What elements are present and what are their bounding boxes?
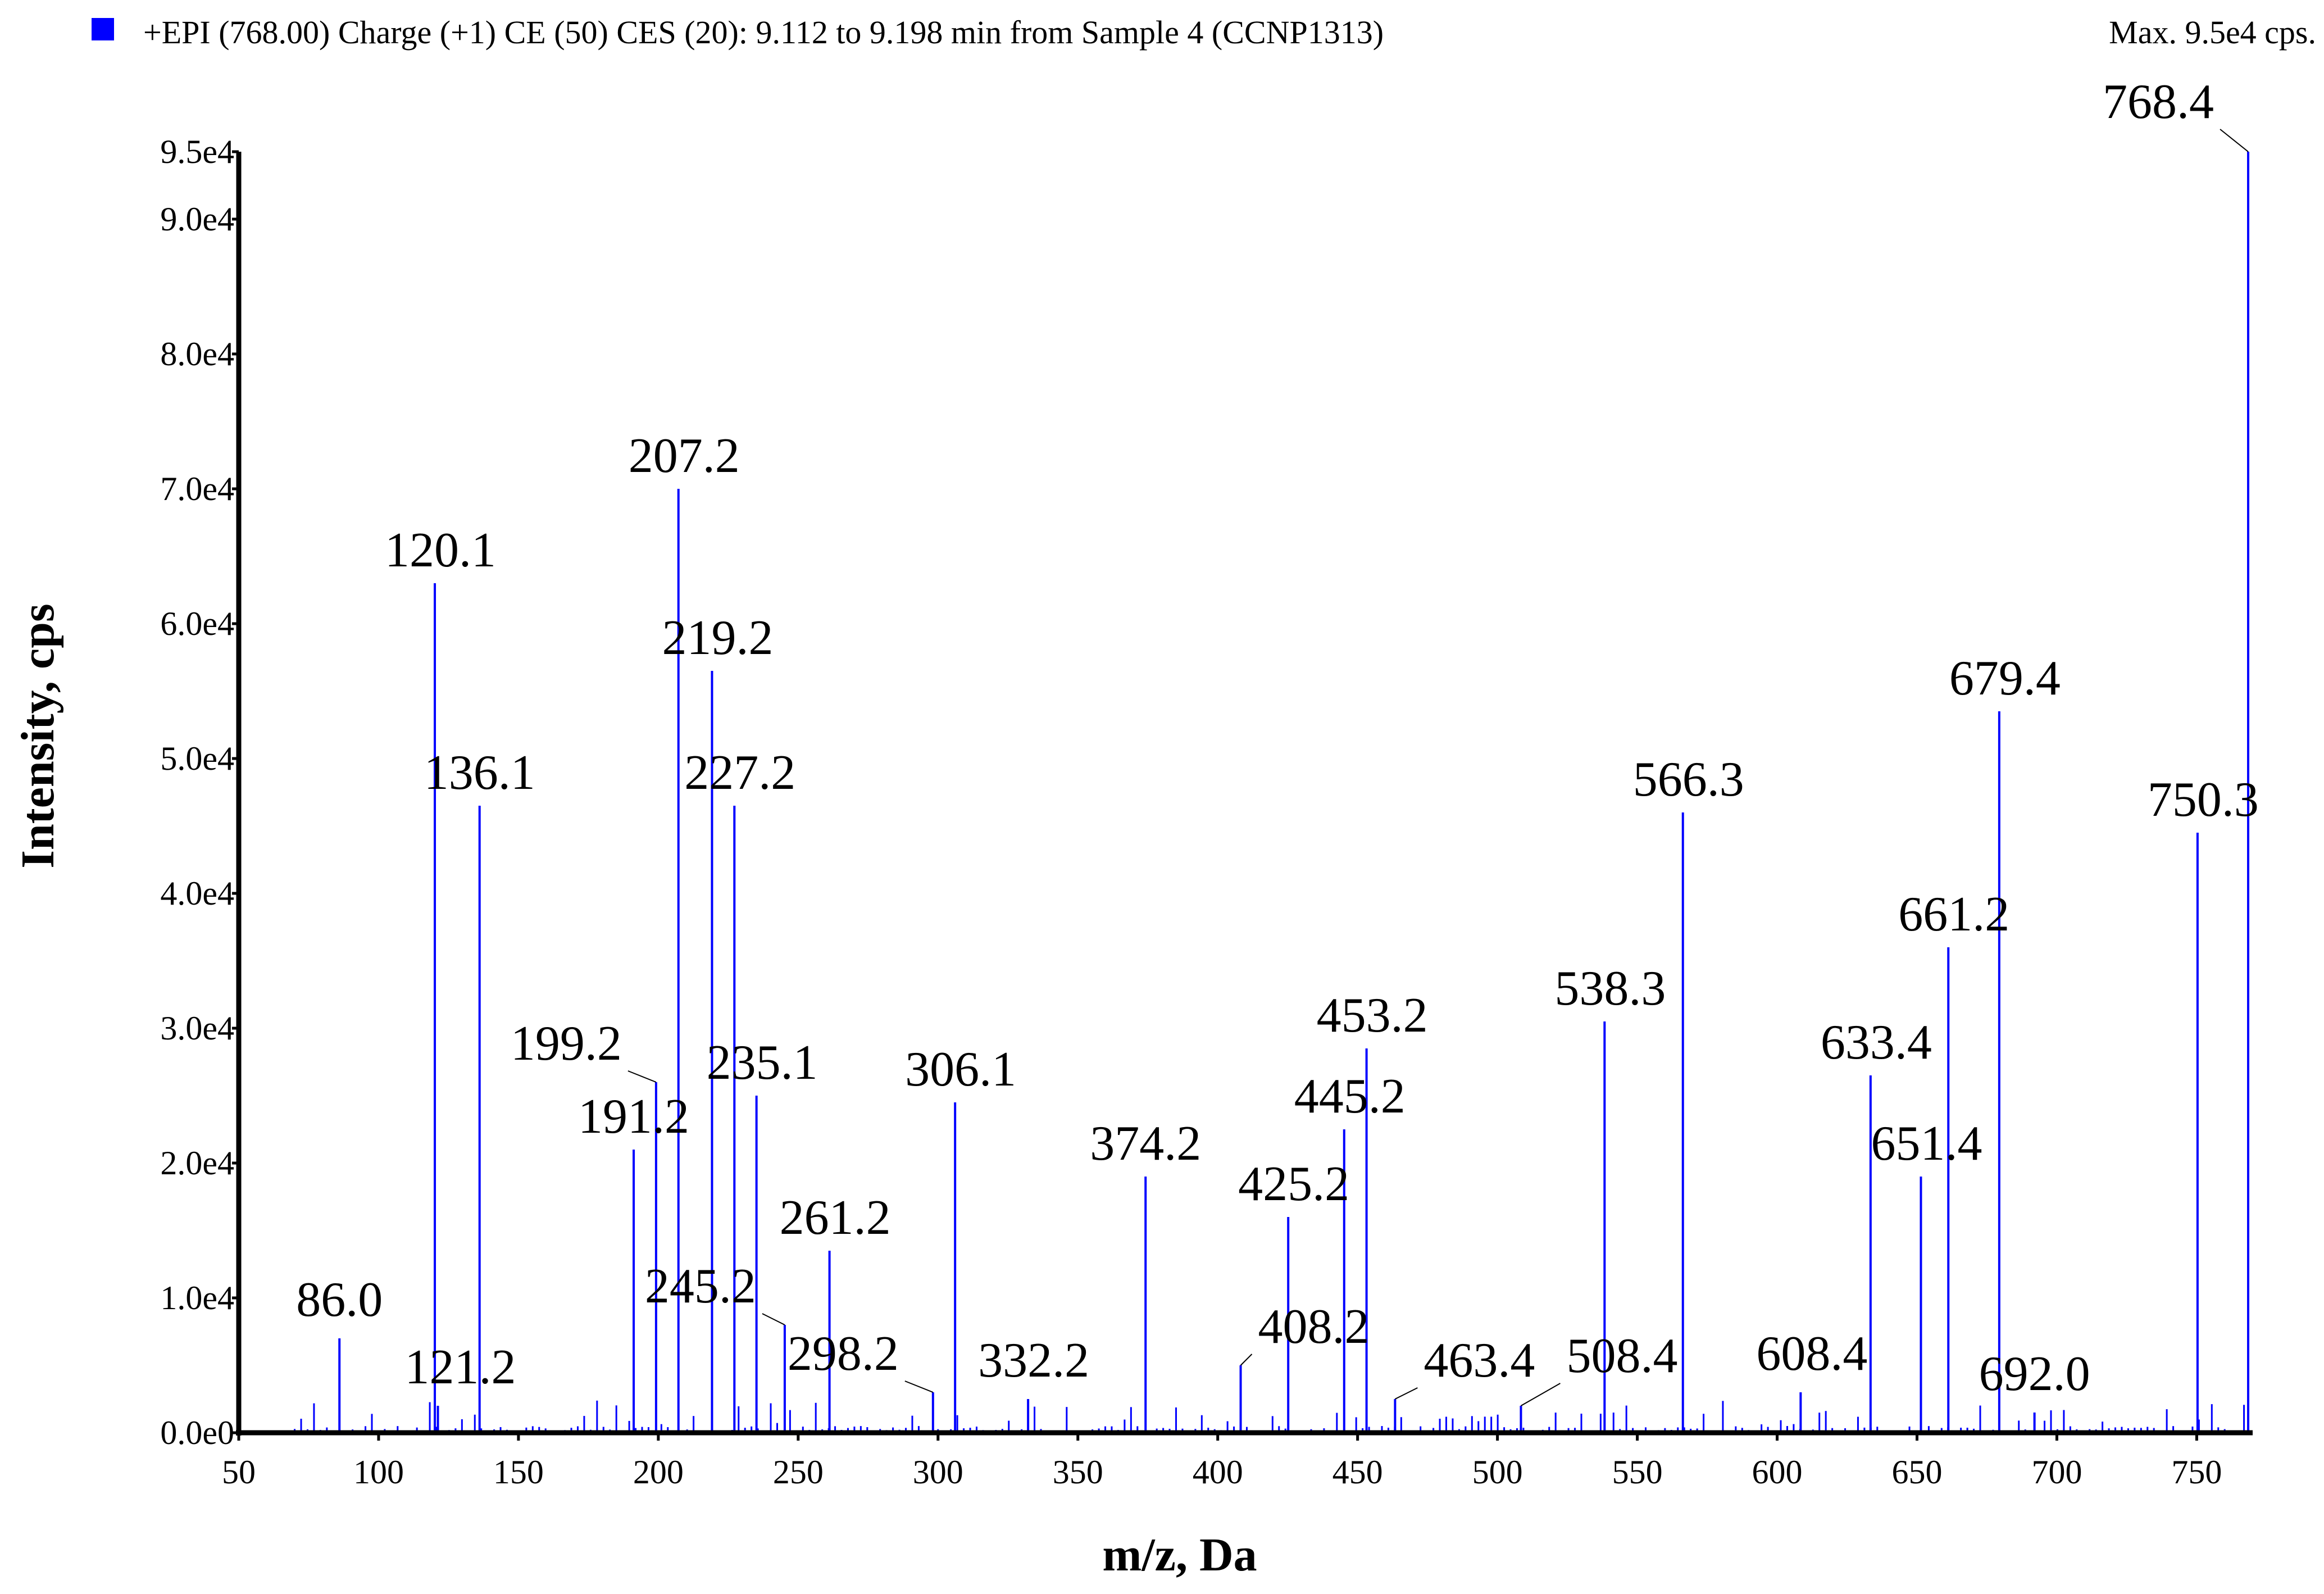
y-tick-label: 5.0e4 bbox=[160, 740, 234, 777]
y-tick-label: 8.0e4 bbox=[160, 335, 234, 373]
y-tick-label: 2.0e4 bbox=[160, 1145, 234, 1182]
leader-line bbox=[1240, 1354, 1253, 1366]
x-tick-label: 300 bbox=[913, 1454, 963, 1491]
peak-label: 306.1 bbox=[905, 1042, 1016, 1097]
peak-series bbox=[338, 152, 2250, 1433]
y-tick-label: 4.0e4 bbox=[160, 875, 234, 912]
peak-label: 219.2 bbox=[662, 611, 773, 665]
peak-label: 692.0 bbox=[1979, 1347, 2090, 1401]
peak-label: 768.4 bbox=[2103, 75, 2214, 129]
x-tick-label: 550 bbox=[1612, 1454, 1663, 1491]
y-tick-label: 1.0e4 bbox=[160, 1279, 234, 1316]
x-tick-label: 150 bbox=[493, 1454, 544, 1491]
peak-label: 245.2 bbox=[645, 1259, 756, 1314]
x-tick-label: 500 bbox=[1472, 1454, 1523, 1491]
y-axis-title: Intensity, cps bbox=[12, 603, 64, 868]
x-tick-label: 400 bbox=[1193, 1454, 1243, 1491]
peak-label: 120.1 bbox=[385, 523, 496, 578]
peak-label: 199.2 bbox=[511, 1016, 622, 1071]
peak-label: 374.2 bbox=[1090, 1116, 1201, 1171]
x-axis-title: m/z, Da bbox=[1102, 1529, 1257, 1581]
peak-label: 633.4 bbox=[1821, 1015, 1932, 1070]
peak-label: 566.3 bbox=[1633, 752, 1744, 807]
y-tick-label: 3.0e4 bbox=[160, 1010, 234, 1047]
noise-baseline bbox=[294, 1400, 2252, 1433]
leader-line bbox=[627, 1070, 657, 1083]
x-tick-label: 600 bbox=[1752, 1454, 1803, 1491]
legend-swatch bbox=[92, 18, 114, 40]
peak-label: 651.4 bbox=[1871, 1116, 1982, 1171]
x-tick-label: 450 bbox=[1332, 1454, 1383, 1491]
peak-labels: 86.0 120.1 121.2 136.1 191.2 199.2 207.2 219.2 2… bbox=[296, 75, 2259, 1401]
peak-label: 750.3 bbox=[2148, 773, 2259, 827]
peak-label: 121.2 bbox=[405, 1340, 516, 1395]
x-tick-label: 350 bbox=[1053, 1454, 1103, 1491]
peak-label: 508.4 bbox=[1566, 1329, 1677, 1383]
y-axis-ticks: 0.0e0 1.0e4 2.0e4 3.0e4 4.0e4 5.0e4 6.0e4 7.0e4… bbox=[160, 133, 239, 1451]
y-tick-label: 9.5e4 bbox=[160, 133, 234, 170]
x-axis-ticks: 50 100 150 200 250 300 350 400 450 500 550 600 650 70… bbox=[222, 1433, 2222, 1491]
peak-label: 261.2 bbox=[780, 1191, 891, 1245]
y-tick-label: 0.0e0 bbox=[160, 1414, 234, 1451]
max-intensity-label: Max. 9.5e4 cps. bbox=[2109, 14, 2316, 51]
peak-label: 332.2 bbox=[978, 1333, 1089, 1388]
leader-line bbox=[2220, 129, 2249, 152]
x-tick-label: 750 bbox=[2171, 1454, 2222, 1491]
leader-line bbox=[904, 1380, 934, 1393]
leader-line bbox=[762, 1313, 785, 1325]
peak-label: 661.2 bbox=[1898, 887, 2009, 942]
x-tick-label: 700 bbox=[2031, 1454, 2082, 1491]
y-tick-label: 6.0e4 bbox=[160, 605, 234, 642]
x-tick-label: 250 bbox=[773, 1454, 824, 1491]
label-leader-lines bbox=[627, 129, 2249, 1406]
y-tick-label: 9.0e4 bbox=[160, 201, 234, 238]
peak-label: 538.3 bbox=[1554, 961, 1666, 1016]
legend-label: +EPI (768.00) Charge (+1) CE (50) CES (2… bbox=[143, 14, 1384, 51]
x-tick-label: 200 bbox=[633, 1454, 684, 1491]
peak-label: 235.1 bbox=[707, 1036, 818, 1090]
x-tick-label: 50 bbox=[222, 1454, 256, 1491]
peak-label: 445.2 bbox=[1294, 1069, 1406, 1124]
x-tick-label: 650 bbox=[1892, 1454, 1943, 1491]
leader-line bbox=[1520, 1383, 1561, 1406]
peak-label: 207.2 bbox=[629, 429, 740, 483]
peak-label: 86.0 bbox=[296, 1273, 383, 1327]
peak-label: 608.4 bbox=[1756, 1327, 1867, 1381]
peak-label: 298.2 bbox=[788, 1327, 899, 1381]
peak-label: 425.2 bbox=[1238, 1157, 1349, 1211]
peak-label: 453.2 bbox=[1317, 988, 1428, 1043]
peak-label: 191.2 bbox=[578, 1089, 689, 1144]
peak-label: 463.4 bbox=[1423, 1333, 1535, 1388]
peak-label: 136.1 bbox=[424, 746, 535, 800]
axes bbox=[236, 152, 2253, 1436]
leader-line bbox=[1394, 1387, 1418, 1400]
peak-label: 227.2 bbox=[684, 746, 795, 800]
y-tick-label: 7.0e4 bbox=[160, 470, 234, 507]
x-tick-label: 100 bbox=[353, 1454, 404, 1491]
peak-label: 408.2 bbox=[1258, 1300, 1370, 1354]
peak-label: 679.4 bbox=[1949, 651, 2061, 706]
